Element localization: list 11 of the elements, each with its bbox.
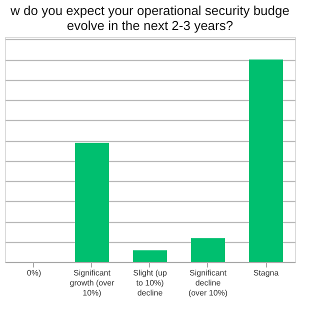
x-tick-label: Significant decline (over 10%): [188, 268, 228, 298]
bar: [133, 250, 167, 262]
x-tick-label: Significant growth (over 10%): [70, 268, 115, 298]
bar: [249, 60, 283, 262]
x-tick-label: Slight (up to 10%) decline: [133, 268, 168, 298]
text: evolve in the next 2-3 years?: [66, 18, 234, 33]
bar: [75, 142, 109, 262]
x-tick-label: 0%): [26, 268, 42, 278]
text: w do you expect your operational security budge: [10, 3, 290, 18]
bar: [191, 238, 225, 262]
x-tick-label: Stagna: [253, 268, 280, 278]
